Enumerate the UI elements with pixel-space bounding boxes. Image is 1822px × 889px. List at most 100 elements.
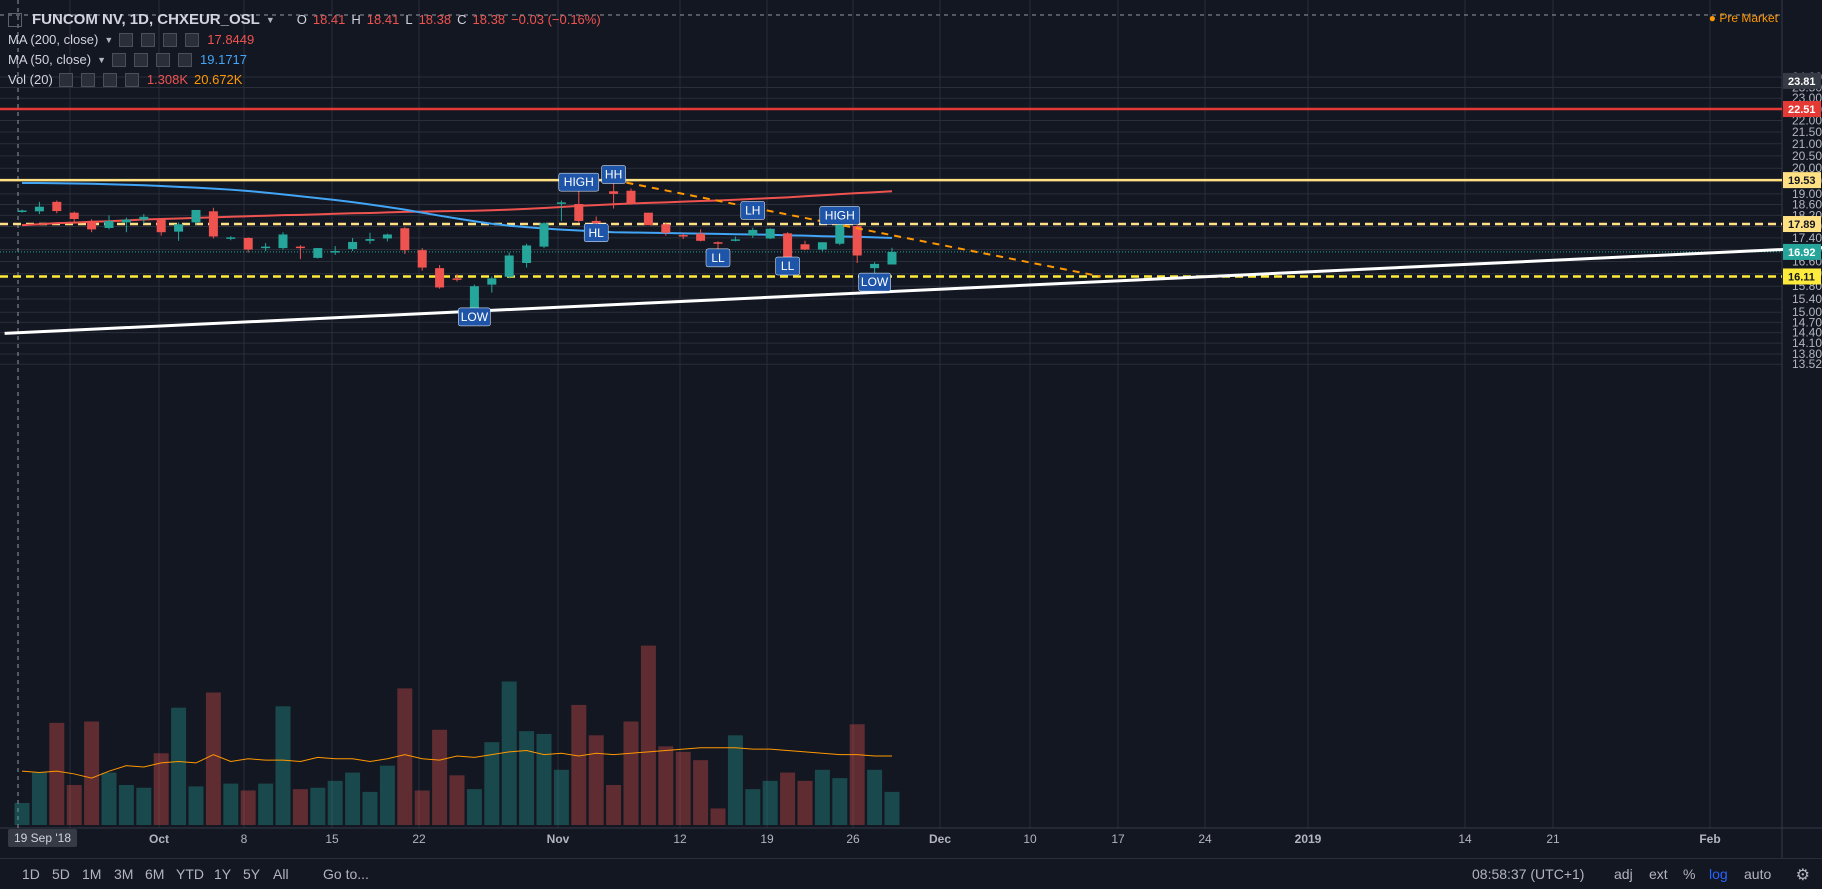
option-ext[interactable]: ext [1649, 866, 1668, 882]
y-tick-label: 13.52 [1792, 357, 1822, 371]
volume-bar [31, 772, 47, 825]
eye-icon[interactable] [112, 53, 127, 67]
annotation-label: HL [589, 226, 605, 240]
candle-body [226, 237, 236, 239]
eye-icon[interactable] [119, 33, 134, 47]
close-icon[interactable] [185, 33, 200, 47]
range-all[interactable]: All [273, 866, 289, 882]
volume-bar [675, 751, 691, 825]
price-badge [1783, 268, 1821, 285]
volume-bar [84, 721, 100, 825]
annotation-badge [601, 165, 626, 184]
volume-bar [49, 722, 65, 825]
candle-body [435, 268, 445, 288]
candle-body [487, 278, 497, 285]
goto-date-button[interactable]: Go to... [323, 866, 369, 882]
candle-body [330, 251, 340, 253]
settings-icon[interactable] [141, 33, 156, 47]
candle-body [121, 219, 131, 223]
candle-body [69, 212, 79, 220]
x-tick-label: Oct [149, 832, 169, 846]
volume-bar [223, 783, 239, 825]
clock-time: 08:58:37 (UTC+1) [1472, 866, 1585, 882]
range-5d[interactable]: 5D [52, 866, 70, 882]
option-percent[interactable]: % [1683, 866, 1696, 882]
indicator-ma200[interactable]: MA (200, close) ▼ 17.8449 [8, 30, 601, 50]
price-badge [1783, 72, 1821, 89]
option-log[interactable]: log [1709, 866, 1728, 882]
candle-body [174, 224, 184, 232]
range-5y[interactable]: 5Y [243, 866, 261, 882]
indicator-ma50[interactable]: MA (50, close) ▼ 19.1717 [8, 50, 601, 70]
chevron-down-icon[interactable]: ▼ [265, 15, 275, 25]
indicator-ma200-name: MA (200, close) [8, 32, 99, 47]
pre-market-label: ● Pre Market [1708, 11, 1778, 25]
indicator-volume[interactable]: Vol (20) 1.308K 20.672K [8, 70, 601, 90]
settings-icon[interactable] [134, 53, 149, 67]
volume-bar [345, 772, 361, 825]
annotation-badge [458, 307, 491, 327]
volume-bar [466, 789, 482, 825]
option-auto[interactable]: auto [1744, 866, 1772, 882]
price-badge-label: 19.53 [1788, 175, 1816, 187]
range-1y[interactable]: 1Y [214, 866, 232, 882]
range-1m[interactable]: 1M [82, 866, 102, 882]
x-tick-label: 26 [846, 832, 860, 846]
x-tick-label: 14 [1458, 832, 1472, 846]
price-badge-label: 16.92 [1788, 247, 1816, 259]
range-3m[interactable]: 3M [114, 866, 134, 882]
candle-body [765, 228, 775, 239]
indicator-ma200-value: 17.8449 [207, 32, 255, 47]
x-tick-label: Nov [547, 832, 570, 846]
price-badge [1783, 216, 1821, 233]
downtrend-line [613, 179, 1101, 278]
volume-bar [727, 735, 743, 825]
price-badge-label: 16.11 [1788, 271, 1815, 283]
volume-bar [66, 784, 82, 825]
range-1d[interactable]: 1D [22, 866, 40, 882]
crosshair-date-badge: 19 Sep '18 [8, 829, 78, 847]
y-tick-label: 14.40 [1792, 326, 1822, 340]
candle-body [678, 235, 688, 237]
candles [17, 180, 897, 313]
x-tick-label: 10 [1023, 832, 1037, 846]
chevron-down-icon[interactable]: ▼ [97, 55, 107, 65]
volume-bar [710, 808, 726, 825]
add-icon[interactable] [156, 53, 171, 67]
range-6m[interactable]: 6M [145, 866, 165, 882]
eye-icon[interactable] [58, 73, 73, 87]
candle-body [783, 233, 793, 261]
chart-background [0, 0, 1822, 858]
price-badge-label: 23.81 [1788, 76, 1816, 88]
x-tick-label: 15 [325, 832, 339, 846]
x-tick-label: Feb [1699, 832, 1720, 846]
candle-body [191, 209, 201, 223]
settings-icon[interactable] [80, 73, 95, 87]
option-adj[interactable]: adj [1614, 866, 1633, 882]
candle-body [817, 242, 827, 250]
indicator-volume-ma-value: 20.672K [194, 72, 243, 87]
symbol-title[interactable]: FUNCOM NV, 1D, CHXEUR_OSL [32, 11, 260, 28]
x-tick-label: Dec [929, 832, 951, 846]
range-ytd[interactable]: YTD [176, 866, 204, 882]
y-tick-label: 20.50 [1792, 149, 1822, 163]
candle-body [504, 255, 514, 277]
candle-body [208, 211, 218, 237]
candle-body [243, 237, 253, 250]
gear-icon[interactable]: ⚙ [1795, 867, 1810, 884]
add-icon[interactable] [163, 33, 178, 47]
volume-bar [14, 802, 30, 825]
chevron-down-icon[interactable]: ▼ [104, 35, 114, 45]
volume-bar [171, 707, 187, 825]
volume-bar [432, 729, 448, 825]
close-icon[interactable] [178, 53, 193, 67]
x-tick-label: 24 [1198, 832, 1212, 846]
annotation-label: LL [711, 251, 725, 265]
candle-body [139, 216, 149, 220]
volume-bar [553, 769, 569, 825]
candle-body [295, 246, 305, 249]
volume-bar [588, 735, 604, 825]
close-icon[interactable] [124, 73, 139, 87]
add-icon[interactable] [102, 73, 117, 87]
